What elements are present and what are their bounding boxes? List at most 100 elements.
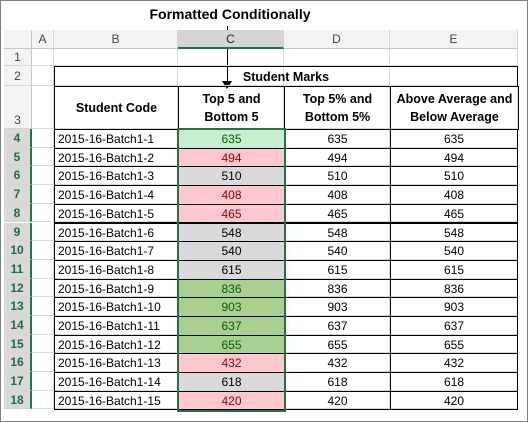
grid-cell[interactable] xyxy=(284,147,390,167)
student-code-cell[interactable]: 2015-16-Batch1-1 xyxy=(54,129,179,149)
grid-cell[interactable] xyxy=(32,297,54,316)
mark-cell-top5[interactable]: 432 xyxy=(178,353,285,374)
mark-cell-top5pct[interactable]: 836 xyxy=(284,278,391,299)
mark-cell-average[interactable]: 540 xyxy=(390,241,518,261)
grid-cell[interactable] xyxy=(32,334,54,354)
grid-cell[interactable] xyxy=(284,49,390,66)
column-header-c[interactable]: C xyxy=(178,30,284,49)
grid-cell[interactable] xyxy=(32,86,54,129)
grid-cell[interactable] xyxy=(284,372,390,391)
student-code-cell[interactable]: 2015-16-Batch1-8 xyxy=(54,259,179,280)
grid-cell[interactable] xyxy=(32,203,54,223)
mark-cell-top5pct[interactable]: 637 xyxy=(284,316,391,336)
grid-cell[interactable] xyxy=(32,390,54,410)
row-header-12[interactable]: 12 xyxy=(4,278,32,298)
grid-cell[interactable] xyxy=(284,66,390,86)
grid-cell[interactable] xyxy=(32,147,54,167)
row-header-6[interactable]: 6 xyxy=(4,166,32,186)
row-header-9[interactable]: 9 xyxy=(4,222,32,242)
grid-cell[interactable] xyxy=(284,278,390,298)
grid-cell[interactable] xyxy=(54,66,178,86)
student-code-cell[interactable]: 2015-16-Batch1-7 xyxy=(54,241,179,261)
grid-cell[interactable] xyxy=(284,241,390,260)
mark-cell-top5pct[interactable]: 465 xyxy=(284,203,391,224)
mark-cell-top5[interactable]: 494 xyxy=(178,147,285,168)
mark-cell-top5pct[interactable]: 615 xyxy=(284,259,391,280)
mark-cell-average[interactable]: 618 xyxy=(390,372,518,392)
student-code-cell[interactable]: 2015-16-Batch1-3 xyxy=(54,166,179,187)
mark-cell-top5pct[interactable]: 494 xyxy=(284,147,391,168)
grid-cell[interactable] xyxy=(284,222,390,242)
student-code-cell[interactable]: 2015-16-Batch1-12 xyxy=(54,334,179,355)
column-header-a[interactable]: A xyxy=(32,30,54,49)
grid-cell[interactable] xyxy=(284,334,390,354)
student-code-cell[interactable]: 2015-16-Batch1-13 xyxy=(54,353,179,374)
row-header-5[interactable]: 5 xyxy=(4,147,32,167)
grid-cell[interactable] xyxy=(32,353,54,373)
grid-cell[interactable] xyxy=(284,129,390,148)
mark-cell-top5[interactable]: 637 xyxy=(178,316,285,336)
mark-cell-top5pct[interactable]: 903 xyxy=(284,297,391,317)
mark-cell-average[interactable]: 615 xyxy=(390,259,518,280)
mark-cell-average[interactable]: 465 xyxy=(390,203,518,224)
grid-cell[interactable] xyxy=(284,390,390,410)
student-code-cell[interactable]: 2015-16-Batch1-5 xyxy=(54,203,179,224)
grid-cell[interactable] xyxy=(284,353,390,373)
mark-cell-top5pct[interactable]: 548 xyxy=(284,222,391,243)
mark-cell-average[interactable]: 836 xyxy=(390,278,518,299)
row-header-15[interactable]: 15 xyxy=(4,334,32,354)
student-code-cell[interactable]: 2015-16-Batch1-10 xyxy=(54,297,179,317)
row-header-17[interactable]: 17 xyxy=(4,372,32,391)
mark-cell-average[interactable]: 432 xyxy=(390,353,518,374)
grid-cell[interactable] xyxy=(32,129,54,148)
mark-cell-top5[interactable]: 836 xyxy=(178,278,285,299)
grid-cell[interactable] xyxy=(32,49,54,66)
row-header-4[interactable]: 4 xyxy=(4,129,32,148)
select-all-corner[interactable] xyxy=(4,30,32,49)
mark-cell-top5[interactable]: 655 xyxy=(178,334,285,355)
column-header-d[interactable]: D xyxy=(284,30,390,49)
row-header-11[interactable]: 11 xyxy=(4,259,32,279)
grid-cell[interactable] xyxy=(32,259,54,279)
mark-cell-average[interactable]: 548 xyxy=(390,222,518,243)
row-header-1[interactable]: 1 xyxy=(4,49,32,66)
student-code-cell[interactable]: 2015-16-Batch1-11 xyxy=(54,316,179,336)
mark-cell-average[interactable]: 655 xyxy=(390,334,518,355)
mark-cell-top5[interactable]: 548 xyxy=(178,222,285,243)
mark-cell-top5[interactable]: 510 xyxy=(178,166,285,187)
student-code-cell[interactable]: 2015-16-Batch1-2 xyxy=(54,147,179,168)
student-code-cell[interactable]: 2015-16-Batch1-15 xyxy=(54,390,179,411)
row-header-3[interactable]: 3 xyxy=(4,86,32,129)
grid-cell[interactable] xyxy=(32,241,54,260)
grid-cell[interactable] xyxy=(390,86,518,129)
mark-cell-top5pct[interactable]: 420 xyxy=(284,390,391,411)
mark-cell-top5[interactable]: 540 xyxy=(178,241,285,261)
column-header-e[interactable]: E xyxy=(390,30,518,49)
mark-cell-top5[interactable]: 408 xyxy=(178,185,285,205)
row-header-7[interactable]: 7 xyxy=(4,185,32,204)
mark-cell-top5pct[interactable]: 540 xyxy=(284,241,391,261)
mark-cell-top5pct[interactable]: 510 xyxy=(284,166,391,187)
grid-cell[interactable] xyxy=(178,66,284,86)
mark-cell-top5pct[interactable]: 618 xyxy=(284,372,391,392)
grid-cell[interactable] xyxy=(178,49,284,66)
grid-cell[interactable] xyxy=(32,185,54,204)
grid-cell[interactable] xyxy=(284,166,390,186)
grid-cell[interactable] xyxy=(32,166,54,186)
grid-cell[interactable] xyxy=(284,86,390,129)
mark-cell-average[interactable]: 494 xyxy=(390,147,518,168)
mark-cell-top5pct[interactable]: 635 xyxy=(284,129,391,149)
grid-cell[interactable] xyxy=(32,316,54,335)
grid-cell[interactable] xyxy=(284,185,390,204)
mark-cell-top5pct[interactable]: 408 xyxy=(284,185,391,205)
grid-cell[interactable] xyxy=(284,259,390,279)
grid-cell[interactable] xyxy=(32,222,54,242)
mark-cell-top5[interactable]: 635 xyxy=(178,129,285,149)
student-code-cell[interactable]: 2015-16-Batch1-4 xyxy=(54,185,179,205)
grid-cell[interactable] xyxy=(284,203,390,223)
row-header-10[interactable]: 10 xyxy=(4,241,32,260)
student-code-cell[interactable]: 2015-16-Batch1-6 xyxy=(54,222,179,243)
mark-cell-average[interactable]: 510 xyxy=(390,166,518,187)
student-code-cell[interactable]: 2015-16-Batch1-14 xyxy=(54,372,179,392)
row-header-14[interactable]: 14 xyxy=(4,316,32,335)
